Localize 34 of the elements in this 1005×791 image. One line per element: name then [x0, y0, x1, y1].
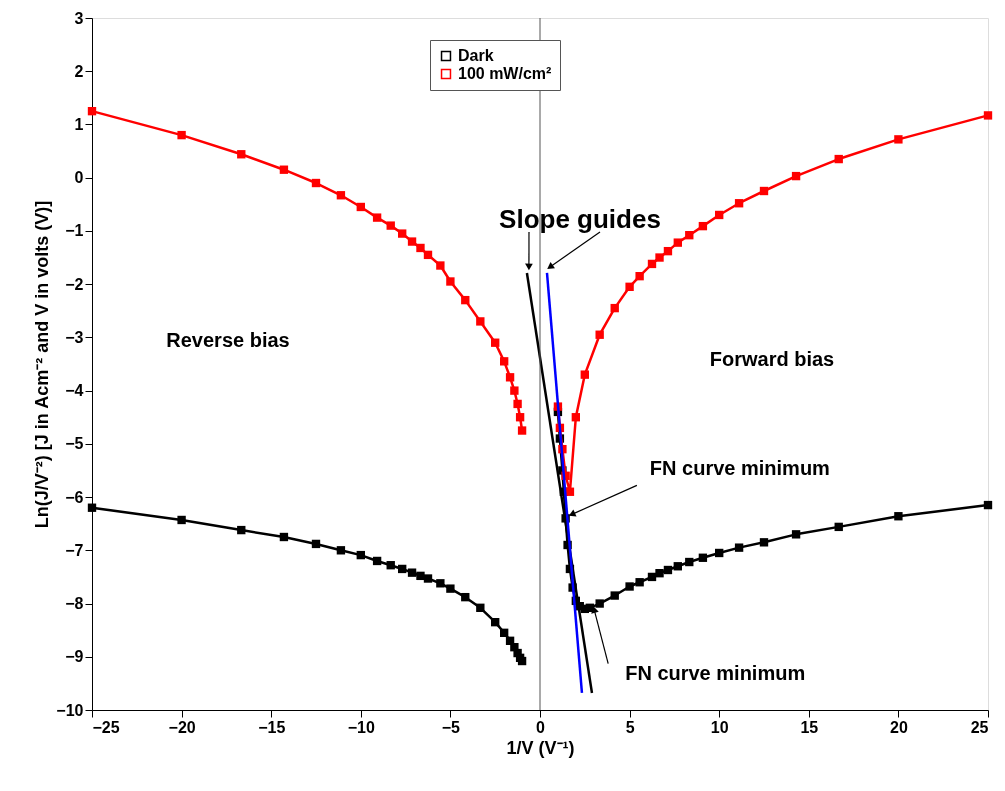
- x-tick-label: 20: [890, 718, 908, 736]
- y-tick-label: −7: [65, 541, 84, 559]
- x-tick-label: 15: [800, 718, 819, 736]
- y-tick-label: −1: [65, 222, 84, 240]
- y-tick-label: 2: [74, 62, 84, 80]
- y-tick-label: −5: [65, 435, 84, 453]
- y-tick-label: 0: [74, 169, 84, 187]
- y-tick-label: −2: [65, 275, 84, 293]
- x-axis-title: 1/V (V⁻¹): [506, 737, 575, 758]
- x-tick-label: 10: [710, 718, 729, 736]
- y-tick-label: −8: [65, 595, 84, 613]
- x-tick-label: −25: [92, 718, 120, 736]
- x-tick-label: −20: [168, 718, 196, 736]
- x-tick-label: −5: [441, 718, 461, 736]
- x-tick-label: 25: [970, 718, 989, 736]
- y-axis-title: Ln(J/V⁻²) [J in Acm⁻² and V in volts (V)]: [32, 200, 53, 529]
- annotation: FN curve minimum: [649, 457, 830, 480]
- annotation: Reverse bias: [166, 329, 290, 351]
- legend-label: Dark: [458, 47, 494, 64]
- x-tick-label: −10: [347, 718, 375, 736]
- x-tick-label: 0: [536, 718, 546, 736]
- annotation: FN curve minimum: [625, 661, 806, 684]
- y-tick-label: 3: [74, 9, 84, 27]
- y-tick-label: −10: [56, 701, 84, 719]
- y-tick-label: −4: [65, 382, 84, 400]
- legend-label: 100 mW/cm²: [458, 65, 552, 82]
- annotation: Slope guides: [499, 204, 661, 234]
- y-tick-label: −9: [65, 648, 84, 666]
- y-tick-label: −3: [65, 328, 84, 346]
- annotation: Forward bias: [709, 348, 835, 370]
- y-tick-label: 1: [74, 115, 84, 133]
- x-tick-label: 5: [625, 718, 635, 736]
- x-tick-label: −15: [258, 718, 286, 736]
- y-tick-label: −6: [65, 488, 84, 506]
